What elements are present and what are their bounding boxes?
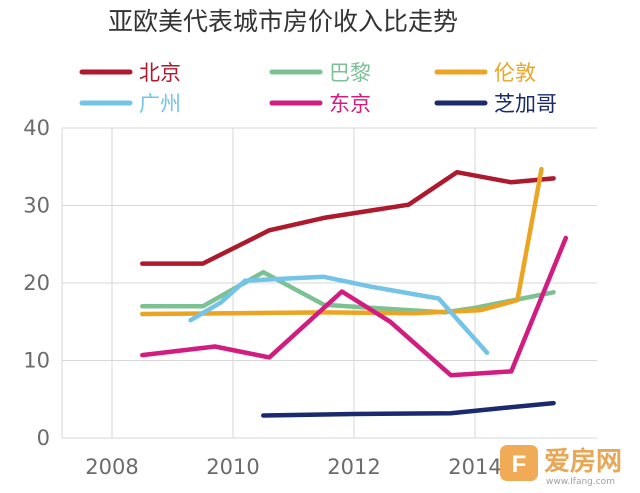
x-tick-label-0: 2008 — [85, 455, 138, 479]
watermark-logo-icon — [500, 445, 538, 481]
legend-label-4: 东京 — [329, 92, 371, 116]
x-tick-label-3: 2014 — [448, 455, 501, 479]
watermark: F 爱房网 www.Ifang.com — [500, 445, 622, 487]
y-axis-ticks: 0 10 20 30 40 — [23, 116, 50, 450]
watermark-logo-letters: F — [512, 451, 527, 478]
x-axis-ticks: 2008 2010 2012 2014 — [85, 455, 501, 479]
x-tick-label-1: 2010 — [206, 455, 259, 479]
watermark-text: 爱房网 — [544, 447, 622, 477]
legend-label-1: 巴黎 — [329, 61, 371, 85]
gridlines — [61, 127, 597, 439]
legend-label-0: 北京 — [139, 61, 181, 85]
y-tick-label-3: 30 — [23, 194, 50, 218]
series-line-2 — [140, 166, 544, 317]
y-tick-label-1: 10 — [23, 349, 50, 373]
chart-title: 亚欧美代表城市房价收入比走势 — [108, 7, 458, 36]
y-tick-label-2: 20 — [23, 271, 50, 295]
legend-label-3: 广州 — [139, 92, 181, 116]
legend-label-5: 芝加哥 — [494, 92, 557, 116]
series-line-3 — [188, 274, 490, 356]
legend-label-2: 伦敦 — [494, 61, 536, 85]
y-tick-label-0: 0 — [37, 426, 50, 450]
series-line-0 — [140, 169, 556, 266]
watermark-url: www.Ifang.com — [546, 477, 615, 487]
series-line-4 — [140, 235, 569, 378]
y-tick-label-4: 40 — [23, 116, 50, 140]
series-line-5 — [261, 400, 556, 418]
x-tick-label-2: 2012 — [327, 455, 380, 479]
series-lines — [140, 166, 569, 418]
